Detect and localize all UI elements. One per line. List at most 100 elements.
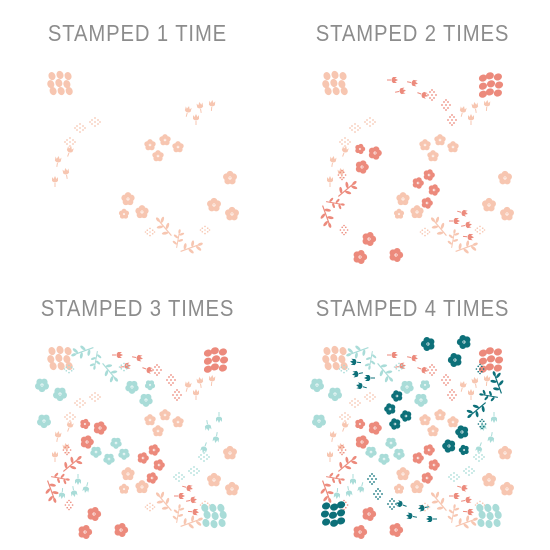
- dotted-circle-icon: [338, 364, 350, 374]
- leaf-sprig-icon: [490, 371, 504, 394]
- flower-icon: [410, 480, 424, 494]
- flower-icon: [434, 409, 446, 421]
- flower-icon: [80, 418, 91, 430]
- flower-icon: [93, 421, 107, 435]
- tulip-bud-icon: [327, 176, 333, 187]
- flower-icon: [447, 141, 459, 153]
- tulip-bud-icon: [350, 358, 362, 366]
- panel-title: STAMPED 4 TIMES: [315, 295, 510, 321]
- flower-icon: [434, 134, 446, 146]
- flower-icon: [400, 380, 414, 394]
- leaf-sprig-icon: [45, 480, 59, 503]
- tulip-bud-icon: [193, 389, 199, 400]
- leaf-sprig-icon: [430, 491, 447, 512]
- flower-icon: [423, 169, 435, 181]
- tulip-bud-icon: [418, 504, 429, 512]
- stamp-pattern-layer-1: [47, 70, 239, 254]
- leaf-sprig-icon: [337, 180, 358, 197]
- flower-icon: [78, 525, 93, 539]
- flower-icon: [412, 177, 424, 189]
- tulip-bud-icon: [184, 381, 192, 392]
- flower-icon: [80, 435, 94, 449]
- tulip-bud-icon: [341, 146, 349, 157]
- leaf-sprig-icon: [455, 515, 478, 529]
- tulip-bud-icon: [58, 487, 66, 499]
- flower-icon: [456, 335, 471, 349]
- flower-icon: [393, 448, 405, 460]
- tulip-bud-icon: [186, 496, 197, 504]
- flower-icon: [139, 393, 153, 407]
- dotted-circle-icon: [387, 498, 397, 510]
- dotted-circle-icon: [74, 398, 86, 408]
- tulip-bud-icon: [200, 442, 208, 453]
- stamp-impression: [320, 335, 504, 527]
- leaf-sprig-icon: [51, 472, 70, 485]
- flower-icon: [412, 452, 424, 464]
- dotted-circle-icon: [337, 444, 347, 456]
- leaf-sprig-icon: [180, 515, 203, 529]
- flower-icon: [144, 380, 156, 391]
- flower-icon: [328, 387, 342, 402]
- tulip-bud-icon: [387, 352, 398, 358]
- leaf-sprig-icon: [320, 480, 334, 503]
- dotted-circle-icon: [64, 412, 76, 422]
- tulip-bud-icon: [356, 382, 367, 390]
- flower-icon: [110, 437, 122, 449]
- tulip-bud-icon: [132, 354, 143, 362]
- flower-icon: [125, 380, 139, 394]
- dotted-circle-icon: [427, 364, 437, 376]
- tulip-bud-icon: [457, 484, 468, 492]
- leaf-sprig-icon: [337, 455, 358, 472]
- dotted-circle-icon: [62, 444, 72, 456]
- tulip-bud-icon: [182, 484, 193, 492]
- flower-icon: [152, 150, 164, 162]
- dotted-circle-icon: [419, 227, 431, 237]
- panel-stamped-1-time: STAMPED 1 TIME: [0, 0, 275, 275]
- dotted-circle-icon: [339, 137, 351, 147]
- dotted-circle-icon: [474, 225, 486, 235]
- dotted-circle-icon: [447, 389, 457, 401]
- tulip-bud-icon: [112, 352, 123, 358]
- oval-petal-icon: [320, 501, 346, 527]
- flower-icon: [500, 481, 514, 496]
- flower-icon: [428, 459, 440, 471]
- tulip-bud-icon: [62, 168, 70, 179]
- flower-icon: [225, 206, 239, 221]
- tulip-bud-icon: [212, 432, 220, 443]
- tulip-bud-icon: [345, 486, 353, 497]
- tulip-bud-icon: [184, 106, 192, 117]
- flower-icon: [37, 414, 51, 429]
- dotted-circle-icon: [64, 499, 74, 511]
- leaf-sprig-icon: [172, 504, 185, 523]
- flower-icon: [442, 439, 456, 453]
- flower-icon: [135, 480, 149, 494]
- tulip-bud-icon: [66, 146, 74, 157]
- dotted-circle-icon: [475, 363, 485, 375]
- flower-icon: [447, 353, 462, 367]
- flower-icon: [427, 425, 439, 437]
- flower-icon: [455, 425, 469, 439]
- flower-icon: [137, 452, 149, 464]
- leaf-sprig-icon: [102, 362, 119, 383]
- flower-icon: [355, 160, 369, 174]
- dotted-circle-icon: [199, 225, 211, 235]
- dotted-circle-icon: [441, 99, 451, 111]
- flower-icon: [482, 197, 496, 212]
- dotted-circle-icon: [473, 452, 485, 462]
- panel-title: STAMPED 1 TIME: [47, 20, 228, 46]
- leaf-sprig-icon: [326, 472, 345, 485]
- flower-icon: [146, 472, 158, 484]
- leaf-sprig-icon: [364, 351, 377, 370]
- tulip-bud-icon: [407, 79, 418, 87]
- tulip-bud-icon: [417, 366, 428, 374]
- flower-icon: [421, 472, 433, 484]
- dotted-circle-icon: [364, 392, 376, 402]
- flower-icon: [310, 378, 324, 393]
- flower-icon: [368, 421, 382, 435]
- leaf-sprig-icon: [466, 402, 487, 419]
- flower-icon: [103, 453, 115, 465]
- flower-icon: [447, 416, 459, 428]
- flower-icon: [144, 414, 156, 426]
- oval-petal-icon: [47, 70, 73, 96]
- flower-icon: [482, 472, 496, 487]
